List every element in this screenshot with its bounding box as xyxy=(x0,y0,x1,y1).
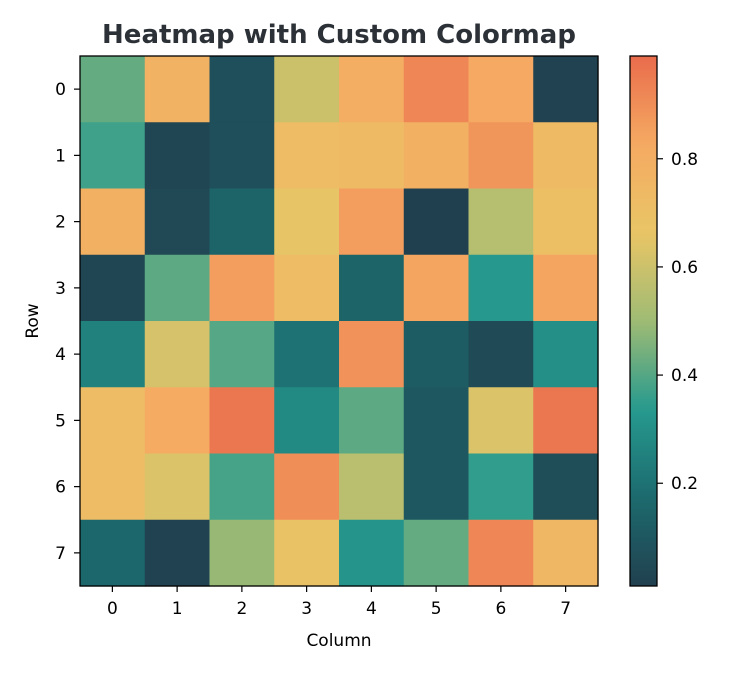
y-tick-label: 1 xyxy=(55,146,66,166)
heatmap-cell-r4-c2 xyxy=(209,321,275,388)
heatmap-cell-r3-c7 xyxy=(533,254,599,322)
heatmap-cell-r0-c2 xyxy=(209,56,275,123)
heatmap-cell-r4-c1 xyxy=(144,321,211,388)
heatmap-cell-r1-c0 xyxy=(80,122,146,190)
heatmap-cell-r1-c5 xyxy=(403,122,470,190)
plot-frame xyxy=(79,55,599,587)
heatmap-cell-r6-c1 xyxy=(144,453,211,521)
colorbar xyxy=(629,55,658,587)
heatmap-cell-r0-c7 xyxy=(533,56,599,123)
heatmap-cell-r5-c4 xyxy=(339,387,405,455)
heatmap-cell-r1-c4 xyxy=(339,122,405,190)
heatmap-cell-r4-c3 xyxy=(274,321,340,388)
heatmap-cell-r2-c5 xyxy=(403,188,470,256)
heatmap-cell-r3-c2 xyxy=(209,254,275,322)
heatmap-cell-r0-c3 xyxy=(274,56,340,123)
heatmap-cell-r5-c7 xyxy=(533,387,599,455)
x-tick-label: 0 xyxy=(107,599,118,619)
y-tick-label: 3 xyxy=(55,279,66,299)
y-axis-label: Row xyxy=(23,303,43,338)
x-tick-label: 4 xyxy=(366,599,377,619)
x-tick-label: 1 xyxy=(172,599,183,619)
heatmap-cell-r2-c7 xyxy=(533,188,599,256)
heatmap-cell-r6-c2 xyxy=(209,453,275,521)
heatmap-cell-r7-c5 xyxy=(403,519,470,587)
heatmap-cell-r6-c4 xyxy=(339,453,405,521)
y-tick-label: 6 xyxy=(55,478,66,498)
heatmap-cell-r2-c1 xyxy=(144,188,211,256)
chart-title: Heatmap with Custom Colormap xyxy=(102,20,576,50)
x-tick-label: 2 xyxy=(236,599,247,619)
heatmap-cell-r7-c1 xyxy=(144,519,211,587)
heatmap-cell-r3-c5 xyxy=(403,254,470,322)
heatmap-cell-r5-c3 xyxy=(274,387,340,455)
colorbar-tick-label: 0.2 xyxy=(671,474,698,494)
x-tick-label: 5 xyxy=(431,599,442,619)
heatmap-cell-r0-c5 xyxy=(403,56,470,123)
heatmap-cell-r7-c3 xyxy=(274,519,340,587)
x-axis-label: Column xyxy=(306,631,371,651)
colorbar-tick-label: 0.4 xyxy=(671,366,698,386)
heatmap-cell-r5-c2 xyxy=(209,387,275,455)
heatmap-cell-r3-c6 xyxy=(468,254,534,322)
heatmap-cell-r1-c3 xyxy=(274,122,340,190)
heatmap-cell-r4-c5 xyxy=(403,321,470,388)
heatmap-cell-r5-c6 xyxy=(468,387,534,455)
heatmap-cell-r7-c0 xyxy=(80,519,146,587)
heatmap-cell-r2-c4 xyxy=(339,188,405,256)
heatmap-cell-r7-c6 xyxy=(468,519,534,587)
heatmap-cell-r7-c2 xyxy=(209,519,275,587)
y-tick-label: 4 xyxy=(55,345,66,365)
heatmap-cell-r6-c3 xyxy=(274,453,340,521)
heatmap-cell-r7-c7 xyxy=(533,519,599,587)
x-tick-label: 7 xyxy=(560,599,571,619)
heatmap-cell-r4-c0 xyxy=(80,321,146,388)
x-axis-ticks: 0 1 2 3 4 5 6 7 xyxy=(107,586,571,619)
heatmap-cell-r3-c3 xyxy=(274,254,340,322)
heatmap-cell-r7-c4 xyxy=(339,519,405,587)
colorbar-tick-label: 0.8 xyxy=(671,150,698,170)
heatmap-cell-r6-c6 xyxy=(468,453,534,521)
heatmap-cell-r5-c0 xyxy=(80,387,146,455)
heatmap-cells xyxy=(80,56,599,587)
heatmap-cell-r0-c0 xyxy=(80,56,146,123)
y-axis-ticks: 0 1 2 3 4 5 6 7 xyxy=(55,80,80,564)
heatmap-cell-r1-c1 xyxy=(144,122,211,190)
heatmap-cell-r3-c1 xyxy=(144,254,211,322)
x-tick-label: 3 xyxy=(301,599,312,619)
y-tick-label: 7 xyxy=(55,544,66,564)
colorbar-ticks: 0.2 0.4 0.6 0.8 xyxy=(657,150,698,494)
heatmap-cell-r6-c7 xyxy=(533,453,599,521)
heatmap-cell-r2-c6 xyxy=(468,188,534,256)
y-tick-label: 0 xyxy=(55,80,66,100)
heatmap-cell-r4-c7 xyxy=(533,321,599,388)
colorbar-tick-label: 0.6 xyxy=(671,258,698,278)
heatmap-cell-r4-c4 xyxy=(339,321,405,388)
heatmap-cell-r5-c5 xyxy=(403,387,470,455)
heatmap-cell-r1-c2 xyxy=(209,122,275,190)
heatmap-cell-r0-c4 xyxy=(339,56,405,123)
heatmap-cell-r6-c0 xyxy=(80,453,146,521)
heatmap-cell-r4-c6 xyxy=(468,321,534,388)
y-tick-label: 2 xyxy=(55,213,66,233)
heatmap-cell-r0-c6 xyxy=(468,56,534,123)
heatmap-cell-r0-c1 xyxy=(144,56,211,123)
heatmap-cell-r2-c3 xyxy=(274,188,340,256)
heatmap-cell-r3-c4 xyxy=(339,254,405,322)
heatmap-cell-r2-c2 xyxy=(209,188,275,256)
heatmap-cell-r6-c5 xyxy=(403,453,470,521)
heatmap-cell-r1-c7 xyxy=(533,122,599,190)
y-tick-label: 5 xyxy=(55,411,66,431)
heatmap-cell-r2-c0 xyxy=(80,188,146,256)
heatmap-cell-r1-c6 xyxy=(468,122,534,190)
heatmap-cell-r3-c0 xyxy=(80,254,146,322)
x-tick-label: 6 xyxy=(495,599,506,619)
heatmap-cell-r5-c1 xyxy=(144,387,211,455)
